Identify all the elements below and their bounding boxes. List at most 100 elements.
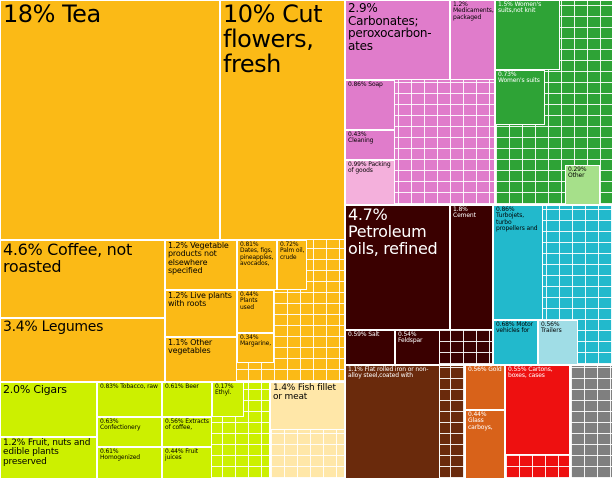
tile-name: Tobacco, raw: [120, 383, 158, 390]
tile-label: 0.61% Homogenized: [100, 448, 160, 462]
tile-name: Other vegetables: [168, 338, 212, 356]
tile-label: 0.55% Cartons, boxes, cases: [508, 366, 568, 380]
tile: 0.81% Dates, figs, pineapples, avocados,: [237, 240, 277, 290]
tile: 1.2% Live plants with roots: [165, 290, 237, 337]
tile: 0.44% Plants used: [237, 290, 274, 333]
tile-label: 0.56% Gold: [468, 366, 503, 373]
tile: 0.99% Packing of goods: [345, 160, 395, 205]
tile-label: 1.2% Vegetable products not elsewhere sp…: [168, 241, 235, 276]
value-label: 0.86%: [496, 206, 515, 213]
tile-label: 4.7% Petroleum oils, refined: [348, 206, 448, 257]
tile-label: 0.44% Glass carboys,: [468, 411, 503, 431]
tile: 1.2% Vegetable products not elsewhere sp…: [165, 240, 237, 290]
value-label: 0.68%: [496, 321, 515, 328]
tile-name: Live plants with roots: [168, 291, 232, 309]
value-label: 0.54%: [398, 331, 417, 338]
value-label: 1.2%: [168, 241, 188, 250]
tile-label: 0.44% Plants used: [240, 291, 272, 311]
tile-name: Feldspar: [398, 337, 423, 345]
value-label: 10%: [223, 0, 275, 28]
tile-label: 0.86% Turbojets, turbo propellers and: [496, 206, 541, 232]
tile: 1.2% Medicaments, packaged: [450, 0, 495, 80]
tile-name: Medicaments, packaged: [453, 7, 494, 21]
tile: 2.9% Carbonates; peroxocarbon-ates: [345, 0, 450, 80]
value-label: 0.44%: [468, 411, 487, 418]
tile-name: Extracts of coffee,: [165, 418, 209, 432]
value-label: 0.44%: [165, 448, 184, 455]
value-label: 0.43%: [348, 131, 367, 138]
tile: 2.0% Cigars: [0, 382, 97, 437]
tile-label: 0.72% Palm oil, crude: [280, 241, 305, 261]
tile-label: 0.17% Ethyl.: [215, 383, 242, 397]
tile-label: 18% Tea: [3, 0, 218, 28]
tile-name: Coffee, not roasted: [3, 240, 132, 276]
value-label: 0.83%: [100, 383, 119, 390]
tile-label: 0.68% Motor vehicles for: [496, 321, 536, 335]
tile-name: Flat rolled iron or non-alloy steel,coat…: [348, 366, 429, 380]
tile: 0.43% Cleaning: [345, 130, 395, 160]
tile-label: 0.61% Beer: [165, 383, 210, 390]
tile-label: 0.63% Confectionery: [100, 418, 160, 432]
tile-name: Legumes: [41, 319, 104, 335]
tile-name: Turbojets, turbo propellers and: [496, 212, 538, 232]
tile: 0.44% Fruit juices: [162, 447, 212, 479]
value-label: 2.0%: [3, 383, 31, 396]
value-label: 1.4%: [273, 383, 296, 393]
tile-name: Tea: [62, 0, 101, 28]
tile: 0.56% Extracts of coffee,: [162, 417, 212, 447]
tile: 0.86% Soap: [345, 80, 395, 130]
value-label: 1.2%: [168, 291, 188, 300]
tile-name: Vegetable products not elsewhere specifi…: [168, 241, 229, 276]
value-label: 0.56%: [541, 321, 560, 328]
tile: 0.86% Turbojets, turbo propellers and: [493, 205, 543, 320]
tile-name: Fish fillet or meat: [273, 383, 336, 403]
value-label: 1.1%: [168, 338, 188, 347]
tile-name: Glass carboys,: [468, 417, 493, 431]
tile: 3.4% Legumes: [0, 318, 165, 382]
value-label: 18%: [3, 0, 55, 28]
tile-label: 0.73% Women's suits: [498, 71, 543, 85]
tile-name: Fruit, nuts and edible plants preserved: [3, 438, 91, 467]
tile: 1.1% Other vegetables: [165, 337, 237, 382]
tile: 0.72% Palm oil, crude: [277, 240, 307, 290]
value-label: 4.6%: [3, 240, 43, 259]
value-label: 0.56%: [468, 366, 487, 373]
value-label: 0.63%: [100, 418, 119, 425]
value-label: 0.56%: [165, 418, 184, 425]
tile: 0.61% Beer: [162, 382, 212, 417]
tile-name: Cigars: [33, 383, 67, 396]
value-label: 1.5%: [498, 1, 513, 8]
tile: 0.17% Ethyl.: [212, 382, 244, 417]
tile-label: 2.0% Cigars: [3, 384, 95, 396]
tile: 0.63% Confectionery: [97, 417, 162, 447]
value-label: 1.8%: [453, 206, 468, 213]
tile-name: Fruit juices: [165, 448, 198, 462]
tile: 4.6% Coffee, not roasted: [0, 240, 165, 318]
tile: 0.54% Feldspar: [395, 330, 440, 365]
tile-label: 1.1% Flat rolled iron or non-alloy steel…: [348, 366, 438, 380]
value-label: 0.99%: [348, 161, 367, 168]
tile-name: Palm oil, crude: [280, 247, 305, 261]
tile-name: Trailers: [541, 327, 562, 335]
tile-name: Confectionery: [100, 424, 141, 432]
tile-label: 0.29% Other: [568, 166, 598, 180]
tile-name: Women's suits,not knit: [498, 1, 542, 15]
tile: 0.44% Glass carboys,: [465, 410, 505, 479]
tile-label: 10% Cut flowers, fresh: [223, 0, 343, 78]
tile-name: Carbonates; peroxocarbon-ates: [348, 13, 432, 53]
tile-label: 4.6% Coffee, not roasted: [3, 240, 163, 276]
tile: 1.4% Fish fillet or meat: [270, 382, 345, 430]
tile-name: Homogenized: [100, 454, 140, 462]
value-label: 0.72%: [280, 241, 299, 248]
tile-label: 0.54% Feldspar: [398, 331, 438, 345]
tile-label: 0.34% Margarine,: [240, 334, 272, 348]
tile: 0.55% Cartons, boxes, cases: [505, 365, 570, 455]
value-label: 0.34%: [240, 334, 259, 341]
value-label: 0.17%: [215, 383, 234, 390]
tile-label: 1.2% Fruit, nuts and edible plants prese…: [3, 438, 95, 467]
value-label: 0.61%: [100, 448, 119, 455]
tile-name: Packing of goods: [348, 161, 391, 175]
value-label: 1.1%: [348, 366, 363, 373]
tile-label: 0.59% Salt: [348, 331, 393, 338]
value-label: 0.81%: [240, 241, 259, 248]
